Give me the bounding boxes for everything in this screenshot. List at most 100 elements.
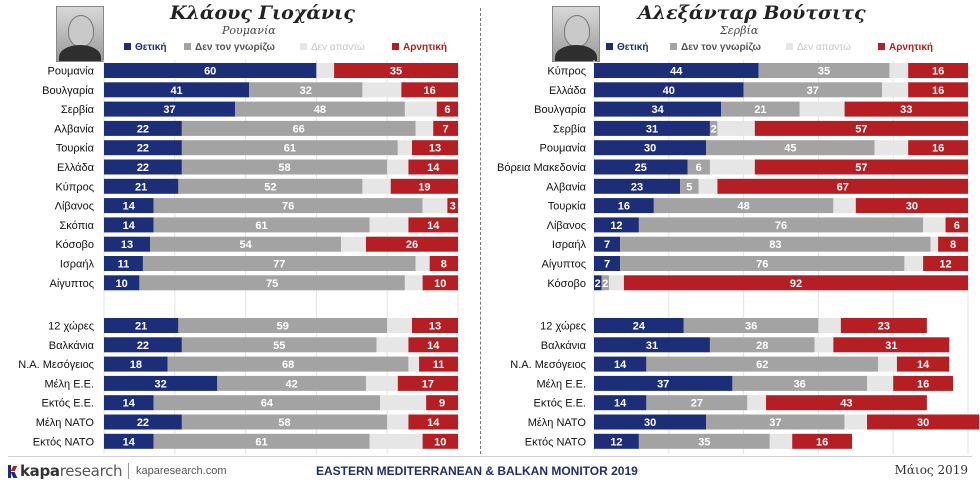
- website-link[interactable]: kaparesearch.com: [136, 465, 227, 477]
- bar-segment-unknown: [139, 275, 405, 291]
- data-label-unknown: 66: [293, 123, 305, 135]
- bar-segment-unknown: [743, 82, 882, 98]
- data-label-negative: 26: [406, 239, 418, 251]
- bar-segment-positive: [594, 318, 684, 333]
- bar-segment-negative: [754, 159, 968, 175]
- bar-segment-negative: [422, 275, 458, 291]
- data-label-unknown: 61: [284, 143, 296, 155]
- bar-segment-negative: [908, 82, 968, 98]
- bar-segment-positive: [104, 217, 154, 233]
- data-label-negative: 17: [422, 378, 434, 390]
- data-label-negative: 14: [427, 162, 440, 174]
- bar-segment-unknown: [683, 318, 819, 333]
- data-label-negative: 33: [900, 104, 912, 116]
- bar-segment-no-answer: [717, 120, 755, 136]
- bar-segment-positive: [104, 256, 143, 271]
- data-label-positive: 14: [123, 201, 136, 213]
- data-label-negative: 67: [837, 181, 849, 193]
- bar-segment-no-answer: [341, 236, 366, 252]
- bar-segment-unknown: [181, 159, 388, 175]
- data-label-negative: 16: [932, 143, 944, 155]
- bar-segment-negative: [893, 375, 954, 391]
- bar-segment-positive: [104, 159, 182, 175]
- data-label-negative: 13: [429, 321, 441, 333]
- bar-segment-no-answer: [608, 275, 624, 291]
- bar-segment-negative: [411, 318, 458, 333]
- bar-segment-unknown: [638, 217, 924, 233]
- category-label: Μέλη Ε.Ε.: [536, 378, 586, 390]
- data-label-unknown: 32: [300, 85, 312, 97]
- category-label: Αλβανία: [54, 123, 94, 135]
- category-label: Τουρκία: [548, 201, 587, 213]
- report-date: Μάιος 2019: [894, 463, 968, 477]
- bar-segment-unknown: [721, 101, 800, 117]
- bar-segment-no-answer: [387, 159, 409, 175]
- bar-segment-no-answer: [404, 275, 423, 291]
- bar-segment-no-answer: [698, 178, 718, 194]
- bar-segment-positive: [104, 82, 250, 98]
- data-label-positive: 37: [163, 104, 175, 116]
- data-label-positive: 22: [137, 123, 149, 135]
- bar-segment-no-answer: [362, 178, 391, 194]
- legend-no-answer: Δεν απαντώ: [300, 42, 365, 54]
- data-label-negative: 31: [885, 340, 897, 352]
- bar-segment-unknown: [178, 178, 363, 194]
- data-label-positive: 23: [631, 181, 643, 193]
- category-label: Μέλη Ε.Ε.: [44, 378, 94, 390]
- legend-unknown: Δεν τον γνωρίζω: [670, 42, 761, 54]
- bar-segment-no-answer: [923, 217, 946, 233]
- category-label: Σκόπια: [59, 220, 94, 232]
- bar-segment-unknown: [732, 375, 868, 391]
- bar-segment-no-answer: [878, 356, 897, 372]
- data-label-positive: 14: [614, 398, 627, 410]
- bar-segment-no-answer: [709, 159, 755, 175]
- legend-positive-label: Θετική: [135, 42, 167, 53]
- bar-segment-negative: [422, 433, 458, 449]
- bar-segment-positive: [594, 140, 707, 156]
- data-label-negative: 35: [390, 66, 402, 78]
- bar-segment-unknown: [181, 140, 398, 156]
- bar-segment-positive: [594, 236, 621, 252]
- bar-segment-negative: [833, 337, 950, 353]
- data-label-positive: 60: [204, 66, 216, 78]
- bar-segment-unknown: [709, 337, 815, 353]
- bar-segment-negative: [401, 82, 458, 98]
- data-label-positive: 37: [657, 378, 669, 390]
- category-label: Κόσοβο: [547, 278, 586, 290]
- bar-segment-positive: [594, 101, 722, 117]
- data-label-unknown: 35: [818, 66, 830, 78]
- data-label-positive: 14: [123, 220, 136, 232]
- footer-rule: [8, 456, 972, 457]
- bar-segment-positive: [594, 178, 681, 194]
- bar-segment-positive: [594, 82, 744, 98]
- data-label-negative: 16: [424, 85, 436, 97]
- bar-segment-no-answer: [369, 433, 423, 449]
- data-label-unknown: 77: [273, 259, 285, 271]
- data-label-unknown: 21: [754, 104, 766, 116]
- data-label-unknown: 2: [711, 123, 717, 135]
- legend-unknown-label: Δεν τον γνωρίζω: [195, 42, 275, 53]
- data-label-positive: 22: [137, 162, 149, 174]
- bar-segment-unknown: [181, 120, 416, 136]
- bar-segment-no-answer: [422, 198, 448, 214]
- data-label-positive: 22: [137, 417, 149, 429]
- bar-segment-unknown: [167, 356, 409, 372]
- square-swatch-icon: [300, 43, 307, 50]
- category-label: Τουρκία: [56, 143, 95, 155]
- category-label: Βαλκάνια: [49, 340, 95, 352]
- bar-segment-unknown: [687, 159, 710, 175]
- bar-segment-positive: [104, 356, 168, 372]
- bar-segment-unknown: [153, 198, 423, 214]
- square-swatch-icon: [124, 43, 131, 50]
- person-portrait-icon: [56, 6, 104, 62]
- square-swatch-icon: [184, 43, 191, 50]
- person-portrait-icon: [552, 6, 600, 62]
- data-label-unknown: 36: [745, 321, 757, 333]
- category-label: Ρουμανία: [540, 143, 587, 155]
- data-label-positive: 22: [137, 143, 149, 155]
- category-label: Εκτός Ε.Ε.: [42, 398, 94, 410]
- category-label: Ισραήλ: [552, 239, 587, 251]
- bar-segment-positive: [594, 375, 733, 391]
- legend-unknown: Δεν τον γνωρίζω: [184, 42, 275, 54]
- category-label: Κόσοβο: [55, 239, 94, 251]
